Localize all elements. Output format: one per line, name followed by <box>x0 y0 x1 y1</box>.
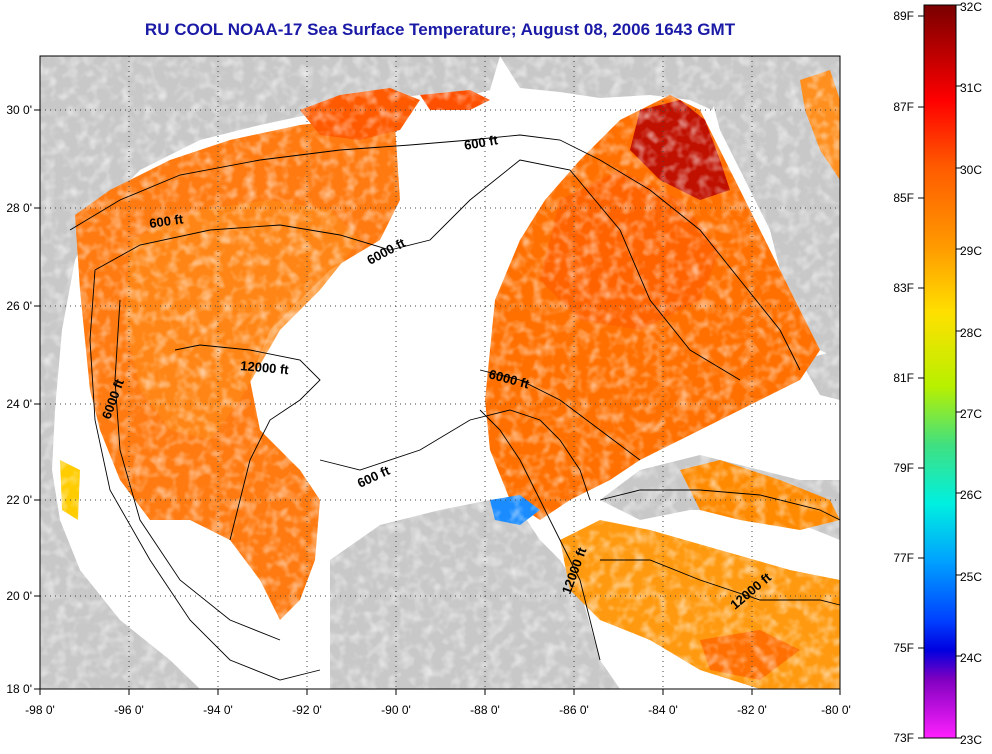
colorbar-f-label: 75F <box>893 641 914 655</box>
contour-label: 600 ft <box>148 211 184 231</box>
colorbar-c-label: 27C <box>960 407 982 421</box>
cloud-speckle <box>40 56 840 689</box>
lon-tick-label: -94 0' <box>203 703 233 717</box>
colorbar-c-label: 26C <box>960 488 982 502</box>
lat-tick-label: 24 0' <box>6 397 32 411</box>
lon-tick-label: -92 0' <box>292 703 322 717</box>
colorbar-c-label: 25C <box>960 570 982 584</box>
colorbar-f-label: 87F <box>893 100 914 114</box>
colorbar-c-label: 29C <box>960 244 982 258</box>
contour-label: 600 ft <box>463 132 500 153</box>
lat-tick-label: 22 0' <box>6 493 32 507</box>
map-title: RU COOL NOAA-17 Sea Surface Temperature;… <box>144 20 736 39</box>
lon-tick-label: -90 0' <box>381 703 411 717</box>
colorbar-c-label: 23C <box>960 733 982 747</box>
contour-label: 12000 ft <box>240 358 290 377</box>
lat-tick-label: 30 0' <box>6 103 32 117</box>
colorbar-f-label: 73F <box>893 731 914 745</box>
lon-tick-label: -96 0' <box>114 703 144 717</box>
colorbar-c-label: 32C <box>960 0 982 14</box>
colorbar-ticks <box>918 4 962 739</box>
colorbar-f-label: 77F <box>893 551 914 565</box>
colorbar-c-label: 31C <box>960 81 982 95</box>
lon-tick-label: -82 0' <box>737 703 767 717</box>
colorbar-c-label: 24C <box>960 651 982 665</box>
lon-tick-label: -86 0' <box>559 703 589 717</box>
lat-tick-label: 28 0' <box>6 201 32 215</box>
graticule <box>40 56 840 689</box>
frame-ticks <box>34 109 841 695</box>
lat-tick-label: 20 0' <box>6 589 32 603</box>
lon-tick-label: -88 0' <box>470 703 500 717</box>
colorbar-c-label: 30C <box>960 163 982 177</box>
colorbar-c-label: 28C <box>960 326 982 340</box>
colorbar-f-label: 89F <box>893 9 914 23</box>
lon-tick-label: -80 0' <box>821 703 851 717</box>
colorbar-f-label: 81F <box>893 371 914 385</box>
lon-tick-label: -98 0' <box>25 703 55 717</box>
lat-tick-label: 26 0' <box>6 299 32 313</box>
colorbar <box>923 4 957 739</box>
colorbar-f-label: 79F <box>893 461 914 475</box>
colorbar-f-label: 83F <box>893 281 914 295</box>
lat-tick-label: 18 0' <box>6 682 32 696</box>
map-border <box>39 55 841 690</box>
colorbar-f-label: 85F <box>893 191 914 205</box>
bathymetry-contours <box>69 134 841 681</box>
lon-tick-label: -84 0' <box>648 703 678 717</box>
